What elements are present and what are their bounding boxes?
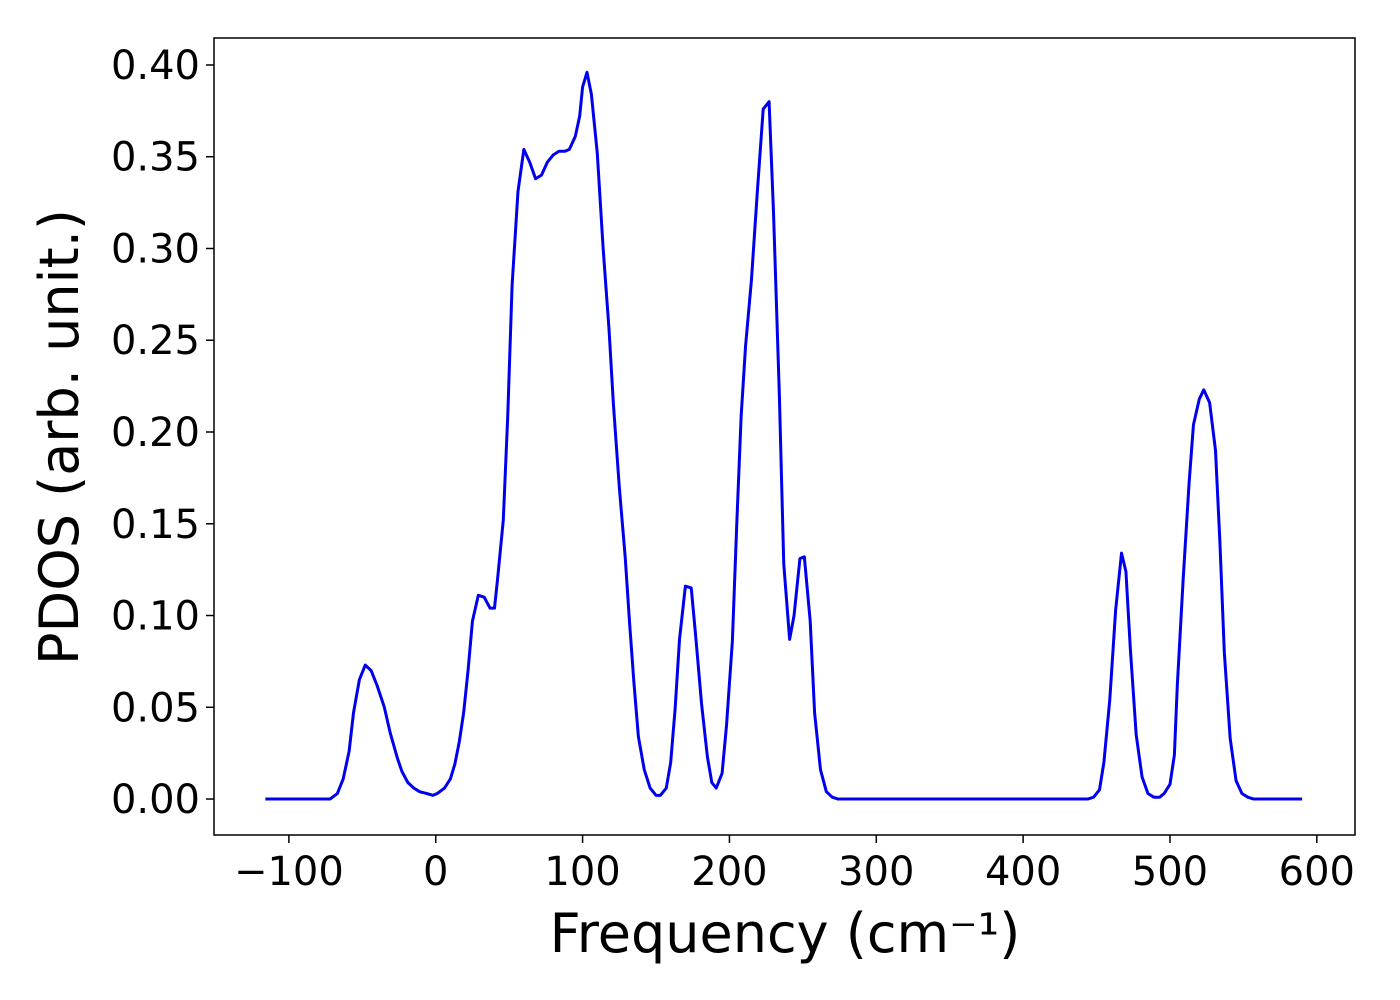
x-tick-label: 100 bbox=[544, 849, 620, 895]
y-tick-label: 0.40 bbox=[111, 43, 200, 89]
y-tick-label: 0.15 bbox=[111, 502, 200, 548]
x-tick-label: 400 bbox=[985, 849, 1061, 895]
x-tick-label: 500 bbox=[1132, 849, 1208, 895]
y-tick-label: 0.05 bbox=[111, 685, 200, 731]
y-tick-label: 0.25 bbox=[111, 318, 200, 364]
y-tick-label: 0.30 bbox=[111, 226, 200, 272]
x-tick-label: 0 bbox=[423, 849, 448, 895]
x-tick-label: 600 bbox=[1279, 849, 1355, 895]
y-axis-label: PDOS (arb. unit.) bbox=[28, 209, 91, 665]
data-line bbox=[265, 70, 1303, 801]
x-tick-label: 300 bbox=[838, 849, 914, 895]
y-tick-label: 0.20 bbox=[111, 410, 200, 456]
x-axis-label: Frequency (cm⁻¹) bbox=[550, 902, 1021, 965]
y-tick-label: 0.35 bbox=[111, 135, 200, 181]
x-tick-label: −100 bbox=[234, 849, 344, 895]
y-tick-label: 0.10 bbox=[111, 594, 200, 640]
plot-frame bbox=[213, 37, 1356, 836]
x-tick-label: 200 bbox=[691, 849, 767, 895]
y-tick-label: 0.00 bbox=[111, 777, 200, 823]
